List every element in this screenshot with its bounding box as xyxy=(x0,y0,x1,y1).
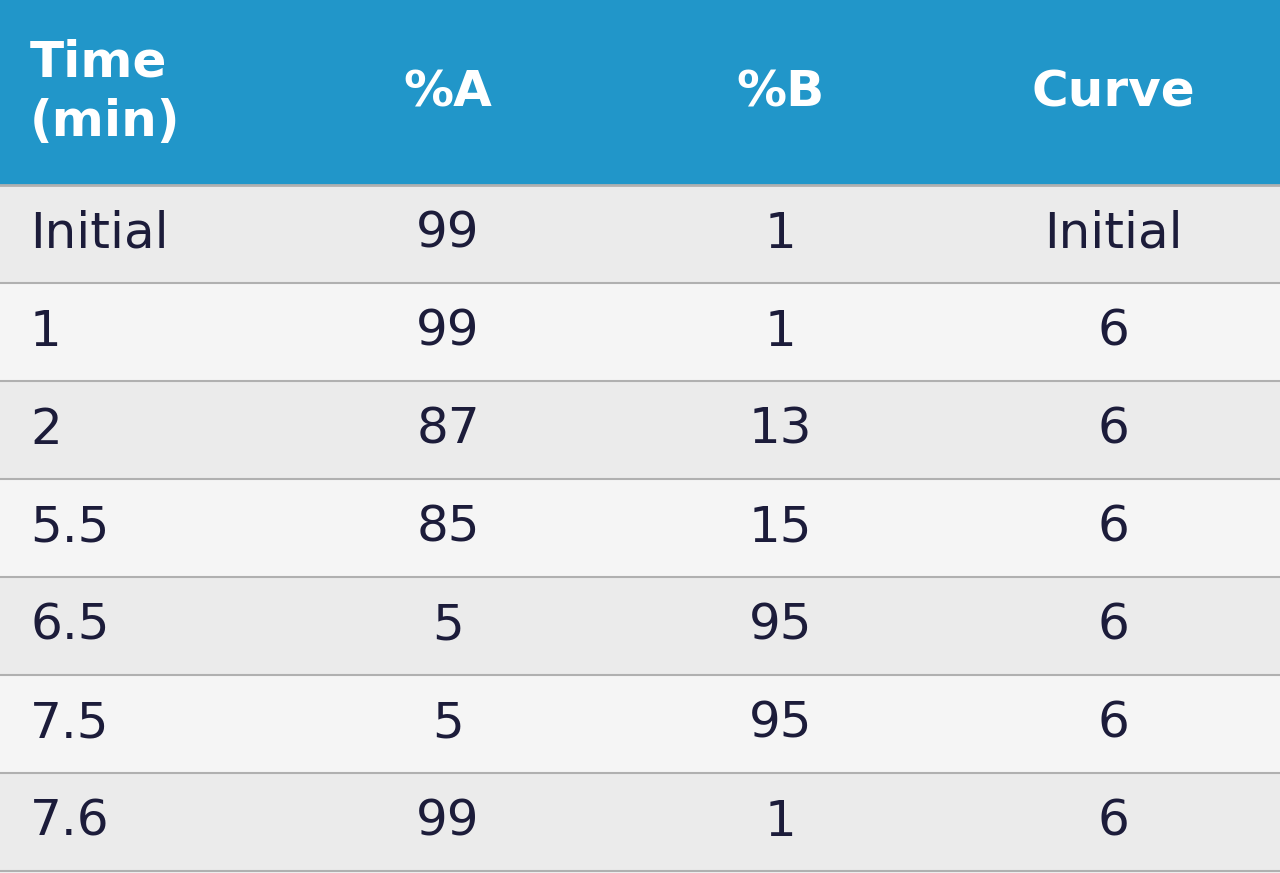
Bar xyxy=(0,577,1280,675)
Text: 6: 6 xyxy=(1098,700,1129,748)
Text: %B: %B xyxy=(737,68,824,116)
Text: 7.5: 7.5 xyxy=(29,700,110,748)
Text: 1: 1 xyxy=(765,210,796,258)
Bar xyxy=(0,381,1280,479)
Text: Curve: Curve xyxy=(1032,68,1196,116)
Text: Initial: Initial xyxy=(29,210,169,258)
Text: 15: 15 xyxy=(749,504,813,552)
Text: Initial: Initial xyxy=(1044,210,1183,258)
Text: 1: 1 xyxy=(765,308,796,356)
Text: %A: %A xyxy=(403,68,493,116)
Text: 5.5: 5.5 xyxy=(29,504,109,552)
Text: 6: 6 xyxy=(1098,504,1129,552)
Text: 87: 87 xyxy=(416,406,480,454)
Bar xyxy=(0,675,1280,773)
Text: 85: 85 xyxy=(416,504,480,552)
Text: 1: 1 xyxy=(765,798,796,846)
Text: 95: 95 xyxy=(749,602,813,650)
Bar xyxy=(0,479,1280,577)
Text: 13: 13 xyxy=(749,406,813,454)
Text: Time
(min): Time (min) xyxy=(29,38,180,146)
Text: 6: 6 xyxy=(1098,406,1129,454)
Text: 2: 2 xyxy=(29,406,61,454)
Text: 6.5: 6.5 xyxy=(29,602,110,650)
Bar xyxy=(0,773,1280,871)
Text: 1: 1 xyxy=(29,308,61,356)
Text: 6: 6 xyxy=(1098,602,1129,650)
Bar xyxy=(0,0,1280,185)
Text: 6: 6 xyxy=(1098,308,1129,356)
Text: 5: 5 xyxy=(433,602,463,650)
Bar xyxy=(0,283,1280,381)
Text: 99: 99 xyxy=(416,210,480,258)
Text: 5: 5 xyxy=(433,700,463,748)
Text: 6: 6 xyxy=(1098,798,1129,846)
Text: 95: 95 xyxy=(749,700,813,748)
Text: 99: 99 xyxy=(416,308,480,356)
Text: 7.6: 7.6 xyxy=(29,798,110,846)
Text: 99: 99 xyxy=(416,798,480,846)
Bar xyxy=(0,185,1280,283)
